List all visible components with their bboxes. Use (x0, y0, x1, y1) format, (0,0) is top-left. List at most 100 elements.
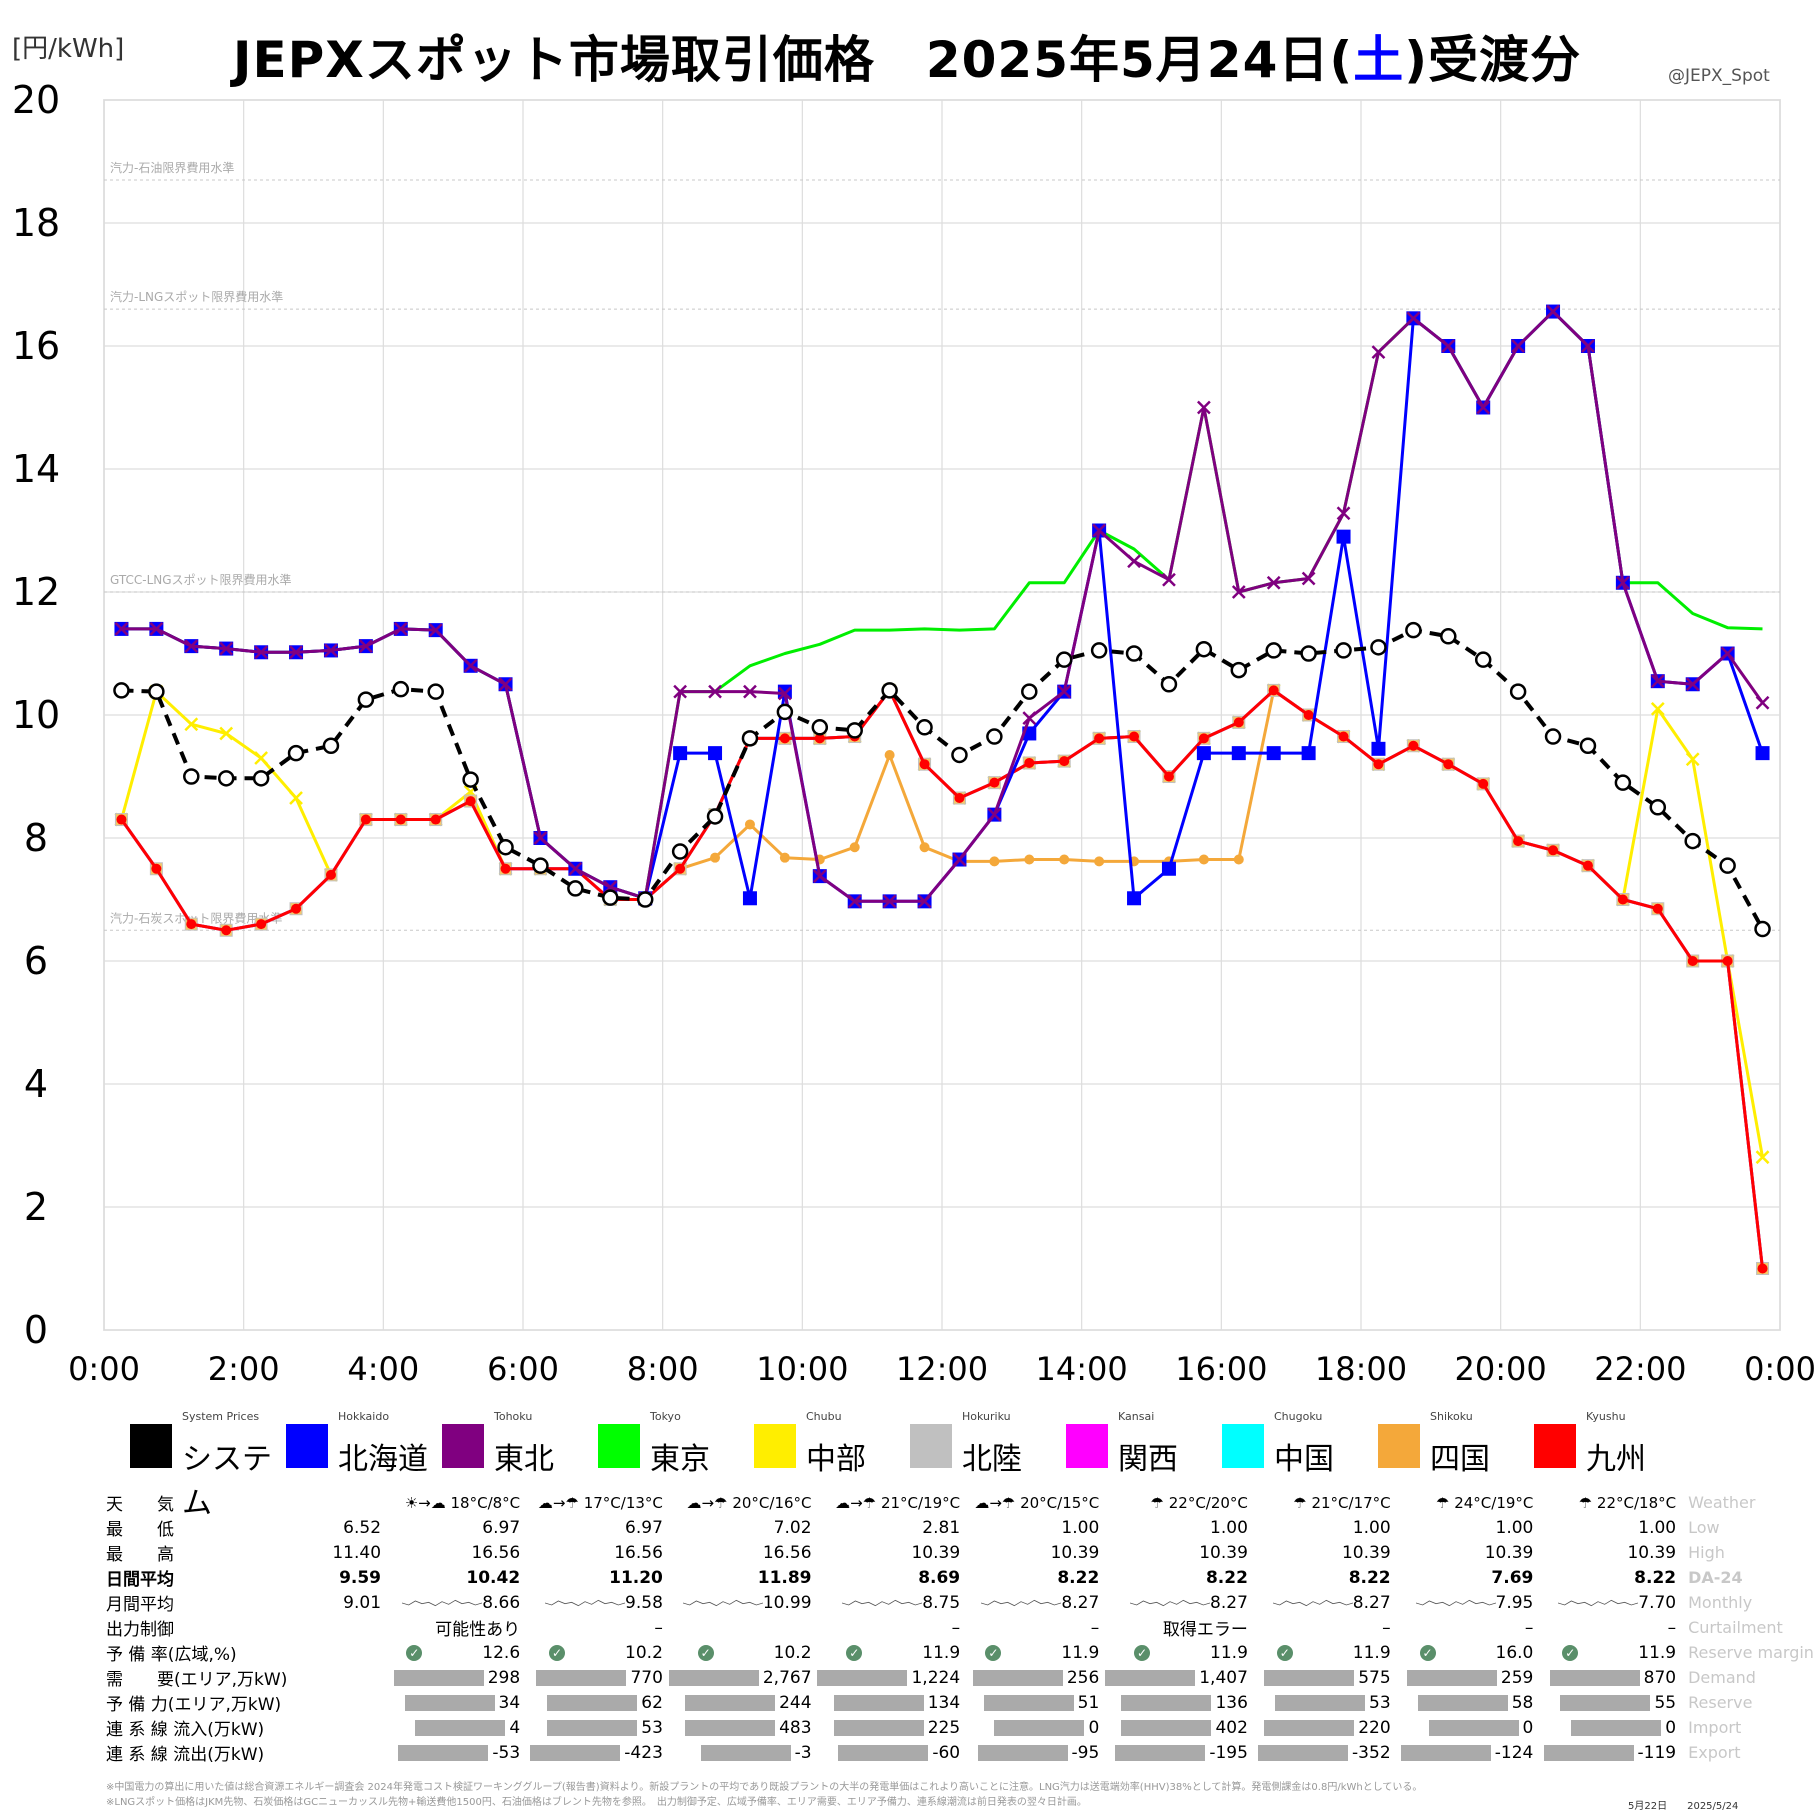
data-point (882, 894, 897, 909)
data-point (287, 744, 305, 762)
data-point (706, 808, 724, 825)
stats-value: 10.39 (1050, 1542, 1100, 1563)
data-point (1092, 523, 1107, 538)
data-point (1371, 741, 1386, 756)
y-tick-label: 0 (24, 1308, 48, 1352)
stats-cell: 1,407 (1099, 1665, 1248, 1690)
data-point (395, 814, 406, 825)
data-point (710, 852, 721, 863)
demand-bar-graphic (685, 1694, 776, 1711)
stats-value: 4 (509, 1717, 521, 1738)
chart-title: JEPXスポット市場取引価格 2025年5月24日(土)受渡分 (232, 31, 1582, 89)
stats-value: 9.58 (625, 1592, 663, 1613)
stats-cell: – (1391, 1615, 1534, 1640)
stats-value: 7.69 (1491, 1567, 1534, 1588)
data-point (322, 737, 340, 754)
data-point (1266, 575, 1281, 590)
data-point (221, 925, 232, 936)
sparkline (402, 1599, 483, 1606)
data-point (849, 842, 860, 853)
stats-value: ☁→☂ 17°C/13°C (537, 1493, 663, 1512)
stats-cell: 0 (960, 1715, 1099, 1740)
stats-row: 最 高 11.40 16.56 16.56 16.56 10.39 10.39 10.39 10… (106, 1540, 1814, 1566)
stats-cell (287, 1665, 381, 1690)
stats-value: 8.75 (922, 1592, 961, 1613)
stats-value: 8.27 (1352, 1592, 1391, 1613)
stats-row-label: 最 低 (106, 1520, 174, 1540)
legend-swatch (1222, 1424, 1264, 1468)
stats-cell: ☂ 21°C/17°C (1248, 1490, 1390, 1515)
stats-cell: 8.22 (960, 1565, 1099, 1590)
stats-value: 8.27 (1061, 1592, 1100, 1613)
stats-cell (663, 1615, 812, 1640)
stats-cell: 55 (1533, 1690, 1676, 1715)
stats-value: 取得エラー (1162, 1620, 1248, 1640)
stats-cell: 134 (812, 1690, 960, 1715)
stats-value: ☁→☂ 20°C/15°C (974, 1493, 1100, 1512)
stats-cell: ☂ 24°C/19°C (1391, 1490, 1533, 1515)
demand-bar-graphic (833, 1694, 924, 1711)
legend-en-label: Chubu (806, 1410, 842, 1423)
legend-item: System Prices システム (130, 1410, 300, 1521)
stats-cell: 62 (520, 1690, 663, 1715)
data-point (1685, 752, 1700, 767)
demand-bar-graphic (685, 1719, 776, 1736)
data-point (1233, 854, 1244, 865)
data-point (532, 857, 549, 874)
legend-item: Kansai 関西 (1066, 1410, 1236, 1480)
stats-value: 9.01 (343, 1592, 382, 1613)
stats-value: 483 (779, 1717, 812, 1738)
data-point (500, 863, 511, 874)
stats-row-en-label: High (1688, 1543, 1725, 1562)
stats-row: 需 要(エリア,万kW) 298 770 2,767 1,224 256 1,407 575 2… (106, 1665, 1814, 1691)
data-point (673, 746, 688, 761)
data-point (1127, 891, 1142, 906)
data-point (1719, 857, 1736, 874)
stats-cell: 225 (812, 1715, 961, 1740)
data-point (149, 622, 164, 636)
stats-value: ☂ 22°C/18°C (1578, 1493, 1677, 1512)
demand-bar-graphic (1264, 1669, 1355, 1686)
stats-value: ☀→☁ 18°C/8°C (404, 1493, 521, 1512)
data-point (708, 684, 722, 699)
account-handle: @JEPX_Spot (1668, 66, 1770, 86)
stats-row-label: 需 要(エリア,万kW) (106, 1670, 288, 1690)
stats-value: 225 (927, 1717, 961, 1738)
legend-swatch (1534, 1424, 1576, 1468)
x-tick-label: 8:00 (627, 1350, 699, 1388)
data-point (989, 856, 1000, 867)
stats-row-label: 予 備 率(広域,%) (106, 1645, 237, 1665)
stats-row: 出力制御 可能性あり – – – 取得エラー – – – Curtailment (106, 1615, 1814, 1641)
stats-value: 7.95 (1495, 1592, 1534, 1613)
data-point (919, 759, 930, 770)
stats-value: -3 (794, 1742, 812, 1763)
legend-item: Hokuriku 北陸 (910, 1410, 1080, 1480)
x-tick-label: 0:00 (1744, 1350, 1814, 1388)
data-point (1685, 677, 1700, 692)
data-point (357, 691, 375, 708)
data-point (1755, 695, 1770, 710)
y-tick-label: 8 (24, 816, 48, 860)
stats-value: 8.22 (1634, 1567, 1677, 1588)
stats-cell: 53 (1248, 1690, 1391, 1715)
data-point (1162, 572, 1176, 587)
legend-item: Tokyo 東京 (598, 1410, 768, 1480)
stats-value: 58 (1511, 1692, 1534, 1713)
stats-cell: 7.95 (1391, 1590, 1534, 1615)
stats-value: 1.00 (1638, 1517, 1677, 1538)
data-point (1266, 746, 1281, 761)
data-point (884, 749, 895, 760)
stats-row-label: 連 系 線 流入(万kW) (106, 1720, 265, 1740)
demand-bar-graphic (547, 1719, 638, 1736)
stats-cell: ✓ 10.2 (663, 1640, 812, 1665)
stats-value: ☁→☂ 20°C/16°C (686, 1493, 812, 1512)
data-point (1335, 642, 1352, 659)
stats-value: 6.97 (625, 1517, 663, 1538)
data-point (254, 751, 269, 765)
stats-value: 10.2 (773, 1642, 812, 1663)
data-point (1546, 304, 1560, 319)
legend-item: Hokkaido 北海道 (286, 1410, 456, 1480)
y-tick-label: 18 (12, 201, 60, 245)
stats-cell: ☀→☁ 18°C/8°C (381, 1490, 520, 1515)
data-point (1127, 554, 1141, 569)
